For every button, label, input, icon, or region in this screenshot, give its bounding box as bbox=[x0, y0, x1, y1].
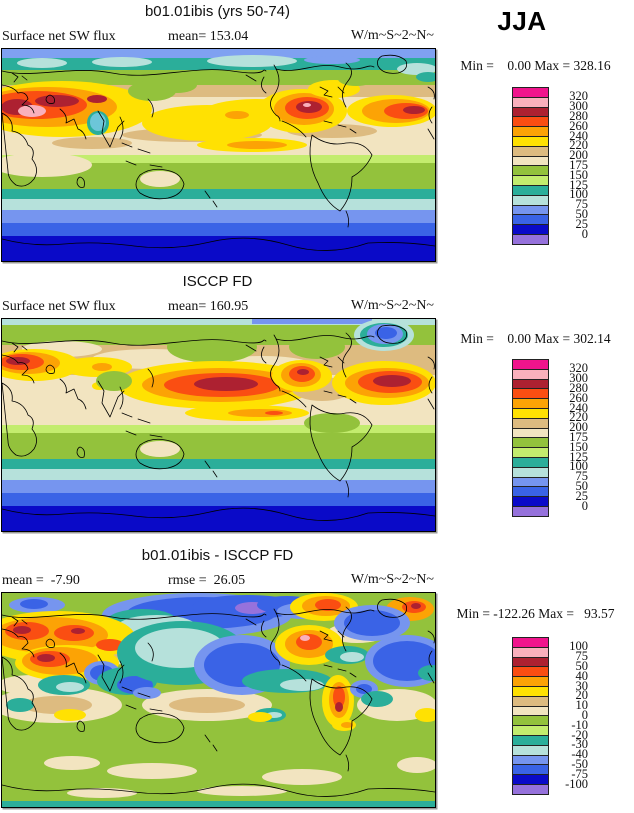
panel1-mean-value: mean= 153.04 bbox=[168, 29, 249, 44]
colorbar-label: 100 bbox=[569, 459, 588, 474]
panel1-variable-label: Surface net SW flux bbox=[2, 29, 116, 44]
colorbar-label: 175 bbox=[569, 429, 588, 444]
colorbar-label: 320 bbox=[569, 89, 588, 104]
panel3-mean-value: mean = -7.90 bbox=[2, 573, 80, 588]
colorbar-label: 220 bbox=[569, 410, 588, 425]
colorbar-label: -20 bbox=[571, 727, 588, 742]
colorbar-label: 25 bbox=[575, 216, 589, 231]
colorbar-label: 175 bbox=[569, 157, 588, 172]
panel1-colorbar: 320 300 280 260 240 220 200 175 150 125 100 75 50 25 0 bbox=[512, 87, 602, 245]
colorbar-label: 0 bbox=[581, 707, 588, 722]
colorbar-label: 300 bbox=[569, 99, 588, 114]
panel1-minmax: Min = 0.00 Max = 328.16 bbox=[460, 58, 611, 73]
colorbar-label: 100 bbox=[569, 639, 588, 654]
colorbar-label: 75 bbox=[575, 197, 589, 212]
colorbar-label: 125 bbox=[569, 177, 588, 192]
colorbar-label: -100 bbox=[565, 776, 588, 791]
colorbar-label: 100 bbox=[569, 187, 588, 202]
colorbar-label: 0 bbox=[581, 498, 588, 513]
panel2-title: ISCCP FD bbox=[182, 273, 253, 290]
colorbar-label: 50 bbox=[575, 206, 589, 221]
colorbar-label: 40 bbox=[575, 668, 589, 683]
colorbar-label: 280 bbox=[569, 380, 588, 395]
colorbar-label: 75 bbox=[575, 469, 589, 484]
colorbar-label: 220 bbox=[569, 138, 588, 153]
obs-map-plot bbox=[2, 319, 435, 531]
obs-map bbox=[1, 318, 436, 532]
panel2-variable-label: Surface net SW flux bbox=[2, 299, 116, 314]
colorbar-label: 260 bbox=[569, 390, 588, 405]
colorbar-label: 50 bbox=[575, 478, 589, 493]
difference-map-plot bbox=[2, 593, 435, 807]
model-map-plot bbox=[2, 49, 435, 261]
colorbar-label: 125 bbox=[569, 449, 588, 464]
panel3-rmse-value: rmse = 26.05 bbox=[168, 573, 246, 588]
panel2-mean-value: mean= 160.95 bbox=[168, 299, 249, 314]
colorbar-label: 240 bbox=[569, 400, 588, 415]
colorbar-label: 10 bbox=[575, 698, 589, 713]
colorbar-label: 200 bbox=[569, 420, 588, 435]
colorbar-swatch bbox=[512, 233, 549, 245]
colorbar-swatch bbox=[512, 783, 549, 795]
colorbar-label: 50 bbox=[575, 658, 589, 673]
colorbar-label: 25 bbox=[575, 488, 589, 503]
colorbar-label: 280 bbox=[569, 108, 588, 123]
colorbar-label: 200 bbox=[569, 148, 588, 163]
colorbar-label: -75 bbox=[571, 766, 588, 781]
colorbar-label: 300 bbox=[569, 371, 588, 386]
colorbar-label: 320 bbox=[569, 361, 588, 376]
difference-map bbox=[1, 592, 436, 808]
colorbar-label: 20 bbox=[575, 688, 589, 703]
colorbar-label: -30 bbox=[571, 737, 588, 752]
panel2-minmax: Min = 0.00 Max = 302.14 bbox=[460, 331, 611, 346]
colorbar-label: 0 bbox=[581, 226, 588, 241]
season-label: JJA bbox=[497, 6, 547, 36]
colorbar-label: 30 bbox=[575, 678, 589, 693]
colorbar-label: 150 bbox=[569, 439, 588, 454]
panel3-title: b01.01ibis - ISCCP FD bbox=[141, 547, 294, 564]
colorbar-label: -50 bbox=[571, 756, 588, 771]
colorbar-label: 150 bbox=[569, 167, 588, 182]
model-map bbox=[1, 48, 436, 262]
panel3-colorbar: 100 75 50 40 30 20 10 0 -10 -20 -30 -40 -50 -75 -100 bbox=[512, 637, 602, 795]
panel2-units-label: W/m~S~2~N~ bbox=[350, 298, 434, 313]
colorbar-label: -10 bbox=[571, 717, 588, 732]
colorbar-label: 240 bbox=[569, 128, 588, 143]
panel3-minmax: Min = -122.26 Max = 93.57 bbox=[456, 606, 615, 621]
colorbar-label: 75 bbox=[575, 649, 589, 664]
panel3-units-label: W/m~S~2~N~ bbox=[350, 572, 434, 587]
colorbar-swatch bbox=[512, 505, 549, 517]
panel1-title: b01.01ibis (yrs 50-74) bbox=[144, 3, 291, 20]
panel1-units-label: W/m~S~2~N~ bbox=[350, 28, 434, 43]
panel2-colorbar: 320 300 280 260 240 220 200 175 150 125 100 75 50 25 0 bbox=[512, 359, 602, 517]
colorbar-label: -40 bbox=[571, 747, 588, 762]
colorbar-label: 260 bbox=[569, 118, 588, 133]
